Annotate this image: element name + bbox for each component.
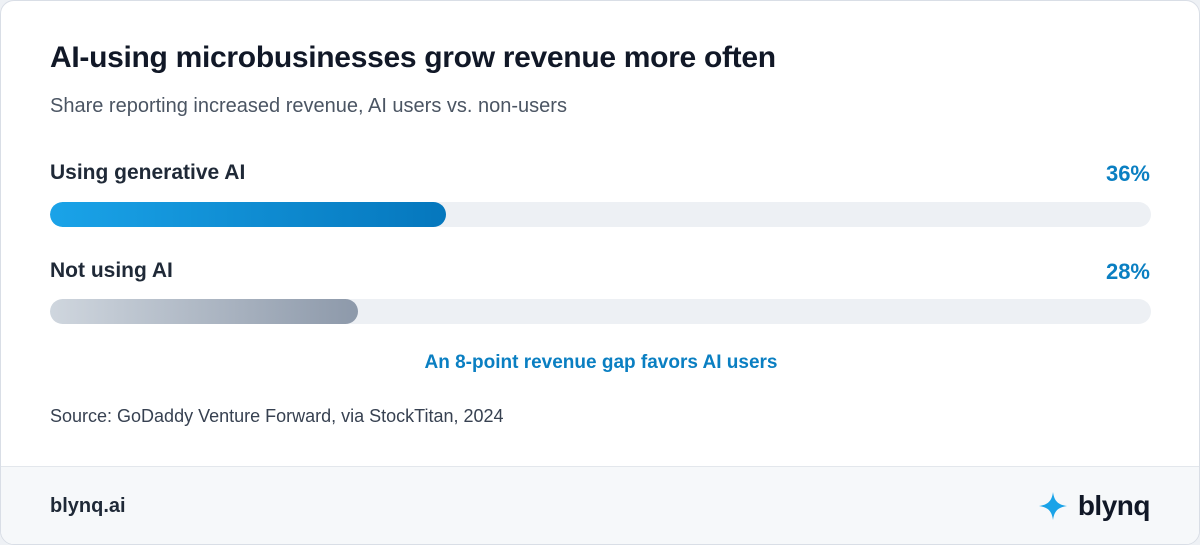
bar-fill-non-ai [50,299,359,324]
bar-label-non-ai: Not using AI [50,259,173,282]
sparkle-icon [1038,492,1067,520]
brand-name: blynq [1077,490,1151,521]
bar-value-non-ai: 28% [1105,259,1150,284]
chart-subtitle: Share reporting increased revenue, AI us… [50,95,567,117]
gap-annotation: An 8-point revenue gap favors AI users [424,352,778,373]
bar-track-ai [50,202,1151,227]
bar-label-ai: Using generative AI [50,161,246,184]
footer-url: blynq.ai [50,495,126,517]
source-note: Source: GoDaddy Venture Forward, via Sto… [50,406,504,426]
bar-track-non-ai [50,299,1151,324]
chart-title: AI-using microbusinesses grow revenue mo… [50,41,776,74]
brand-logo: blynq [1038,489,1151,523]
bar-fill-ai [50,202,447,227]
footer: blynq.ai blynq [1,466,1199,544]
bar-value-ai: 36% [1105,161,1150,186]
